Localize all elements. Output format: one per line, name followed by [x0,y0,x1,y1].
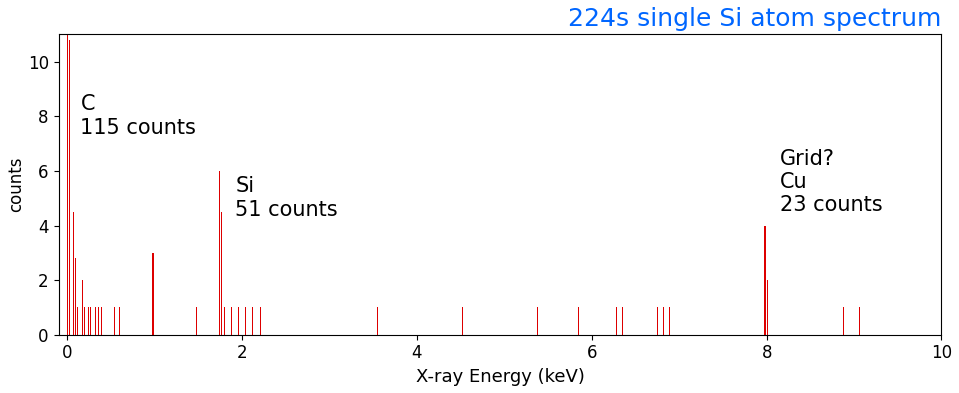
X-axis label: X-ray Energy (keV): X-ray Energy (keV) [415,368,584,386]
Text: Si
51 counts: Si 51 counts [235,176,338,220]
Y-axis label: counts: counts [7,157,25,212]
Bar [73,212,75,335]
Bar [221,212,222,335]
Text: C
115 counts: C 115 counts [81,94,197,138]
Text: Grid?
Cu
23 counts: Grid? Cu 23 counts [780,149,882,215]
Bar [66,34,68,335]
Text: 224s single Si atom spectrum: 224s single Si atom spectrum [568,7,942,31]
Bar [764,226,766,335]
Bar [152,253,153,335]
Bar [219,171,221,335]
